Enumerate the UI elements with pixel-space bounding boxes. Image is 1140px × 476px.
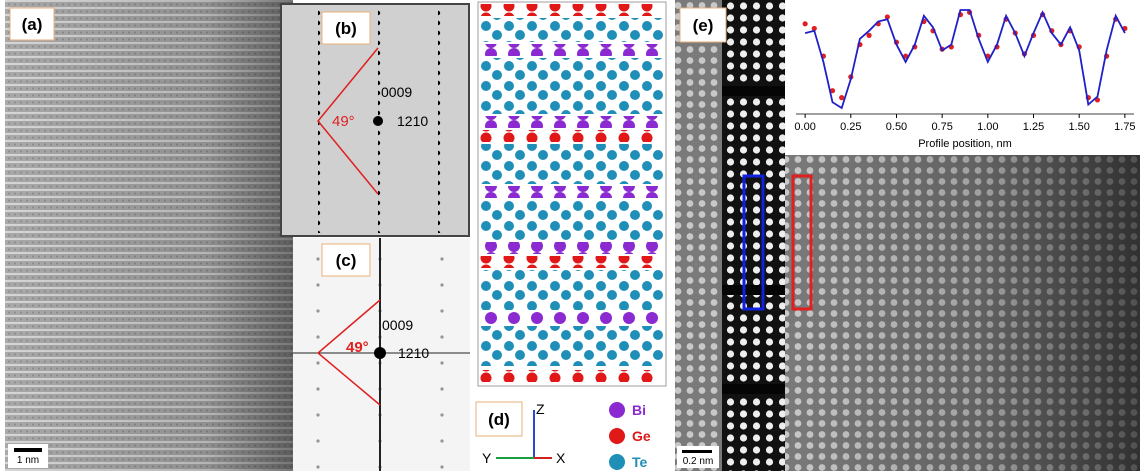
legend-atom	[609, 402, 625, 418]
scale-bar	[682, 450, 712, 453]
angle-label: 49°	[332, 113, 355, 130]
hrstem-strip	[675, 0, 722, 471]
x-tick-label: 1.00	[977, 121, 998, 133]
panel-d: (d) Z Y X Bi Ge Te	[472, 0, 670, 471]
x-tick-label: 0.25	[840, 121, 861, 133]
spot-label: 0009	[381, 84, 412, 100]
legend-atom	[609, 428, 625, 444]
panel-e: (e) 0.2 nm	[675, 0, 1140, 471]
bi-layer	[480, 116, 664, 128]
spot-label: 0009	[382, 317, 413, 333]
panel-c: (c) 0009 1210 49°	[293, 238, 470, 471]
scale-bar	[14, 448, 42, 452]
panel-a: (a) 1 nm	[5, 0, 293, 471]
axis-label: Y	[482, 450, 492, 466]
ge-layer	[480, 370, 664, 382]
bi-layer	[480, 186, 664, 198]
scale-label: 0.2 nm	[683, 456, 714, 467]
ge-layer	[480, 256, 664, 268]
central-spot	[374, 347, 386, 359]
dark-band	[722, 384, 785, 394]
angle-label: 49°	[346, 339, 369, 356]
te-layer	[480, 58, 664, 114]
central-spot	[373, 116, 383, 126]
dark-band	[722, 86, 785, 96]
spot-label: 1210	[398, 345, 429, 361]
figure: (a) 1 nm (b) 0009 1210 49° (c) 0009 1210…	[0, 0, 1140, 471]
x-tick-label: 0.50	[886, 121, 907, 133]
data-point	[803, 21, 808, 26]
te-layer	[480, 18, 664, 42]
bi-layer	[480, 242, 664, 254]
dark-band	[722, 285, 785, 295]
te-layer	[480, 270, 664, 310]
panel-label: (b)	[335, 19, 357, 38]
axis-label: X	[556, 450, 566, 466]
x-axis-label: Profile position, nm	[918, 138, 1012, 150]
x-tick-label: 1.25	[1023, 121, 1044, 133]
panel-label: (e)	[693, 16, 714, 35]
scale-label: 1 nm	[17, 455, 39, 466]
panel-label: (d)	[488, 410, 510, 429]
legend-label: Te	[632, 454, 648, 470]
x-tick-label: 1.75	[1114, 121, 1135, 133]
bi-layer	[480, 44, 664, 56]
ge-layer	[480, 4, 664, 16]
legend-atom	[609, 454, 625, 470]
ge-layer	[480, 130, 664, 142]
te-layer	[480, 200, 664, 240]
x-tick-label: 0.75	[931, 121, 952, 133]
legend-label: Ge	[632, 428, 651, 444]
legend-label: Bi	[632, 402, 646, 418]
image-shade	[785, 155, 1140, 471]
spot-label: 1210	[397, 113, 428, 129]
te-layer	[480, 144, 664, 184]
panel-label: (a)	[22, 15, 43, 34]
panel-label: (c)	[336, 251, 357, 270]
x-tick-label: 0.00	[794, 121, 815, 133]
page: (a) 1 nm (b) 0009 1210 49° (c) 0009 1210…	[0, 0, 1140, 471]
bi-layer	[480, 312, 664, 324]
simulated-image	[722, 0, 785, 471]
te-layer	[480, 326, 664, 366]
axis-label: Z	[536, 401, 545, 417]
panel-b: (b) 0009 1210 49°	[281, 4, 469, 236]
image-shade	[5, 0, 293, 471]
x-tick-label: 1.50	[1068, 121, 1089, 133]
